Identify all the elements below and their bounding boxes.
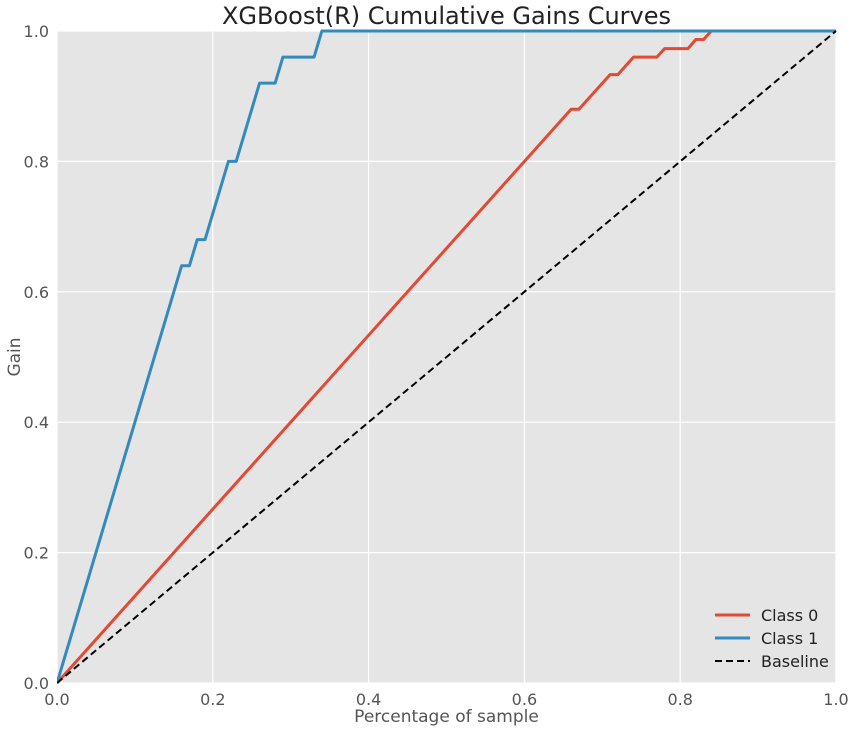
legend-label: Class 0 <box>761 606 818 625</box>
series-line-class-1 <box>57 29 836 684</box>
y-tick-label: 0.6 <box>24 283 49 302</box>
x-axis-label: Percentage of sample <box>354 707 539 727</box>
x-tick-label: 0.4 <box>356 690 381 709</box>
y-tick-label: 0.2 <box>24 544 49 563</box>
legend-label: Baseline <box>761 652 829 671</box>
x-tick-label: 1.0 <box>823 690 848 709</box>
series-line-class-0 <box>57 29 836 685</box>
tick-labels: 0.0 0.2 0.4 0.6 0.8 1.0 0.0 0.2 0.4 0.6 0.8 1.0 <box>24 22 849 709</box>
y-tick-label: 0.4 <box>24 413 49 432</box>
y-axis-label: Gain <box>5 337 25 376</box>
chart-title: XGBoost(R) Cumulative Gains Curves <box>222 2 671 30</box>
series-layer <box>57 29 837 685</box>
x-tick-label: 0.8 <box>667 690 692 709</box>
x-tick-label: 0.2 <box>200 690 225 709</box>
grid-lines <box>56 30 837 684</box>
y-tick-label: 1.0 <box>24 22 49 41</box>
y-tick-label: 0.0 <box>24 674 49 693</box>
y-tick-label: 0.8 <box>24 152 49 171</box>
series-line-baseline <box>57 30 837 684</box>
legend: Class 0 Class 1 Baseline <box>715 606 829 671</box>
x-tick-label: 0.0 <box>44 690 69 709</box>
x-tick-label: 0.6 <box>512 690 537 709</box>
legend-label: Class 1 <box>761 629 818 648</box>
